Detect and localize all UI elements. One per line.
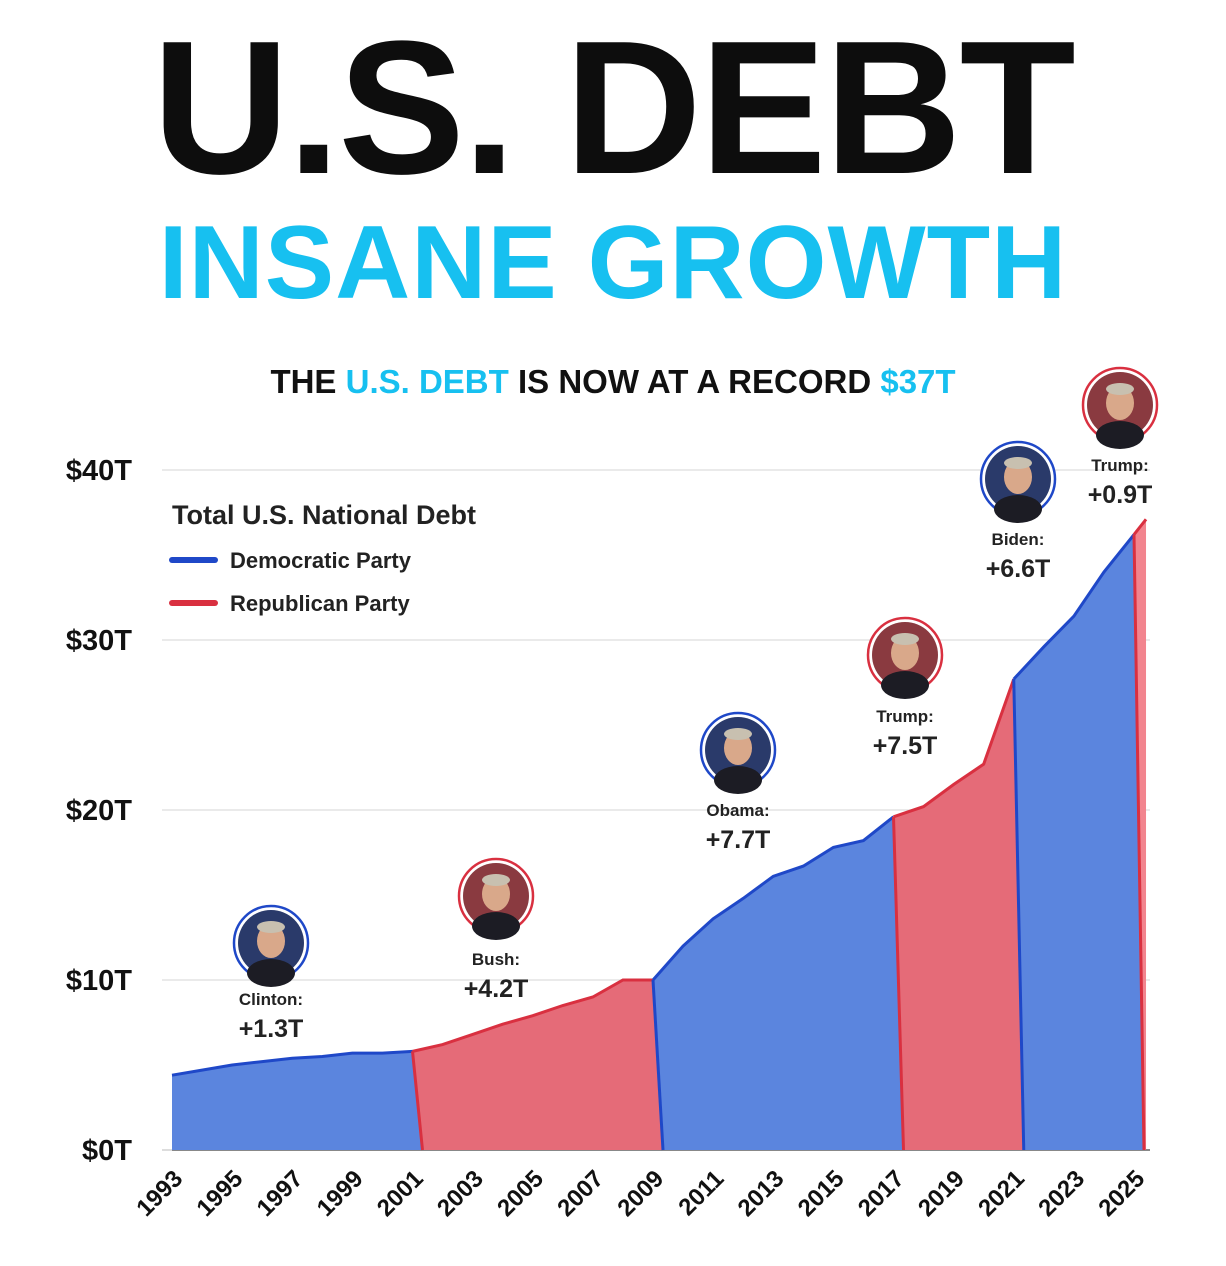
series-area-democratic <box>1013 534 1144 1150</box>
clinton-photo <box>232 904 310 987</box>
y-tick-label: $30T <box>66 625 132 657</box>
portrait-suit <box>247 959 295 987</box>
portrait-hair <box>1004 457 1032 469</box>
x-tick-label: 2003 <box>432 1165 489 1222</box>
x-tick-label: 2001 <box>372 1165 429 1222</box>
term-divider <box>892 816 905 1151</box>
y-tick-label: $20T <box>66 795 132 827</box>
annotation-name: Biden: <box>992 530 1045 549</box>
annotation-value: +6.6T <box>986 555 1051 583</box>
x-tick-label: 1995 <box>192 1165 249 1222</box>
headline-highlight-debt: U.S. DEBT <box>345 363 509 400</box>
portrait-hair <box>482 874 510 886</box>
headline-prefix: THE <box>270 363 346 400</box>
x-tick-label: 2009 <box>612 1165 669 1222</box>
x-tick-label: 2025 <box>1093 1165 1150 1222</box>
biden-photo <box>979 440 1057 523</box>
series-area-republican <box>893 679 1024 1150</box>
portrait-face <box>257 924 285 958</box>
trump-photo <box>1081 366 1159 449</box>
portrait-suit <box>1096 421 1144 449</box>
x-tick-label: 2017 <box>853 1165 910 1222</box>
portrait-face <box>1004 460 1032 494</box>
portrait-face <box>482 877 510 911</box>
term-divider <box>411 1051 424 1151</box>
headline: THE U.S. DEBT IS NOW AT A RECORD $37T <box>0 362 1226 402</box>
annotation-value: +4.2T <box>464 975 529 1003</box>
x-tick-label: 2013 <box>733 1165 790 1222</box>
headline-middle: IS NOW AT A RECORD <box>508 363 881 400</box>
portrait-suit <box>881 671 929 699</box>
portrait-hair <box>1106 383 1134 395</box>
series-area-democratic <box>653 816 904 1150</box>
legend-item-label: Republican Party <box>230 591 410 616</box>
trump-photo <box>866 616 944 699</box>
legend-title: Total U.S. National Debt <box>172 500 476 530</box>
y-tick-label: $40T <box>66 455 132 487</box>
page-title: U.S. DEBT <box>152 2 1076 214</box>
annotation-name: Bush: <box>472 950 520 969</box>
x-tick-label: 2015 <box>793 1165 850 1222</box>
x-tick-label: 1993 <box>131 1165 188 1222</box>
x-tick-label: 2005 <box>492 1165 549 1222</box>
annotation-name: Trump: <box>1091 456 1149 475</box>
y-tick-label: $0T <box>82 1135 132 1167</box>
annotation-name: Clinton: <box>239 990 303 1009</box>
x-tick-label: 1999 <box>312 1165 369 1222</box>
series-line-republican <box>1132 518 1148 536</box>
portrait-hair <box>724 728 752 740</box>
portrait-face <box>724 731 752 765</box>
term-divider <box>651 979 665 1151</box>
obama-photo <box>699 711 777 794</box>
portrait-hair <box>257 921 285 933</box>
x-tick-label: 2019 <box>913 1165 970 1222</box>
page-subtitle: INSANE GROWTH <box>158 205 1068 321</box>
annotation-value: +1.3T <box>239 1015 304 1043</box>
series-area-republican <box>412 980 663 1150</box>
x-tick-label: 1997 <box>252 1165 309 1222</box>
term-divider <box>1132 534 1146 1151</box>
portrait-face <box>1106 386 1134 420</box>
annotation-value: +7.5T <box>873 732 938 760</box>
headline-highlight-value: $37T <box>880 363 956 400</box>
series-area-democratic <box>172 1051 423 1150</box>
y-tick-label: $10T <box>66 965 132 997</box>
portrait-face <box>891 636 919 670</box>
portrait-suit <box>994 495 1042 523</box>
annotation-name: Trump: <box>876 707 934 726</box>
x-tick-label: 2011 <box>673 1165 729 1221</box>
portrait-suit <box>472 912 520 940</box>
annotation-value: +7.7T <box>706 826 771 854</box>
x-tick-label: 2023 <box>1033 1165 1090 1222</box>
legend-item-label: Democratic Party <box>230 548 412 573</box>
bush-photo <box>457 857 535 940</box>
portrait-hair <box>891 633 919 645</box>
annotation-value: +0.9T <box>1088 481 1153 509</box>
annotation-name: Obama: <box>706 801 769 820</box>
x-tick-label: 2007 <box>552 1165 609 1222</box>
term-divider <box>1012 679 1026 1151</box>
portrait-suit <box>714 766 762 794</box>
x-tick-label: 2021 <box>973 1165 1030 1222</box>
